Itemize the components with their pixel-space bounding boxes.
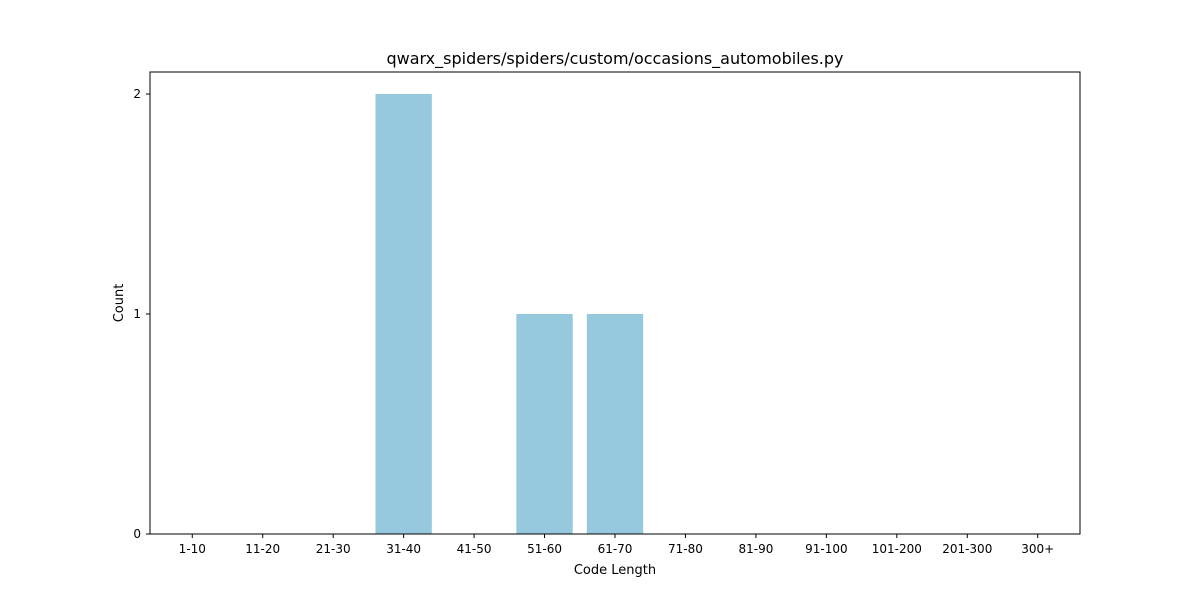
bar-51-60 [516, 314, 573, 534]
y-axis-label: Count [112, 284, 127, 323]
x-tick-label: 61-70 [598, 542, 633, 556]
y-tick-label: 1 [133, 307, 141, 321]
x-tick-label: 21-30 [316, 542, 351, 556]
x-tick-label: 91-100 [805, 542, 848, 556]
x-axis-ticks: 1-10 11-20 21-30 31-40 41-50 51-60 61-70 71-80 8… [179, 534, 1054, 556]
x-tick-label: 41-50 [457, 542, 492, 556]
bar-61-70 [586, 314, 644, 534]
x-tick-label: 31-40 [386, 542, 421, 556]
y-axis-ticks: 0 1 2 [133, 87, 150, 541]
x-tick-label: 101-200 [872, 542, 922, 556]
y-tick-label: 0 [133, 527, 141, 541]
chart-title: qwarx_spiders/spiders/custom/occasions_a… [386, 49, 843, 69]
x-tick-label: 81-90 [738, 542, 773, 556]
x-tick-label: 71-80 [668, 542, 703, 556]
x-tick-label: 1-10 [179, 542, 206, 556]
y-tick-label: 2 [133, 87, 141, 101]
x-tick-label: 300+ [1021, 542, 1054, 556]
x-tick-label: 201-300 [942, 542, 992, 556]
x-axis-label: Code Length [574, 563, 656, 578]
x-tick-label: 11-20 [245, 542, 280, 556]
bar-31-40 [375, 94, 432, 534]
bars-group [375, 94, 644, 534]
x-tick-label: 51-60 [527, 542, 562, 556]
